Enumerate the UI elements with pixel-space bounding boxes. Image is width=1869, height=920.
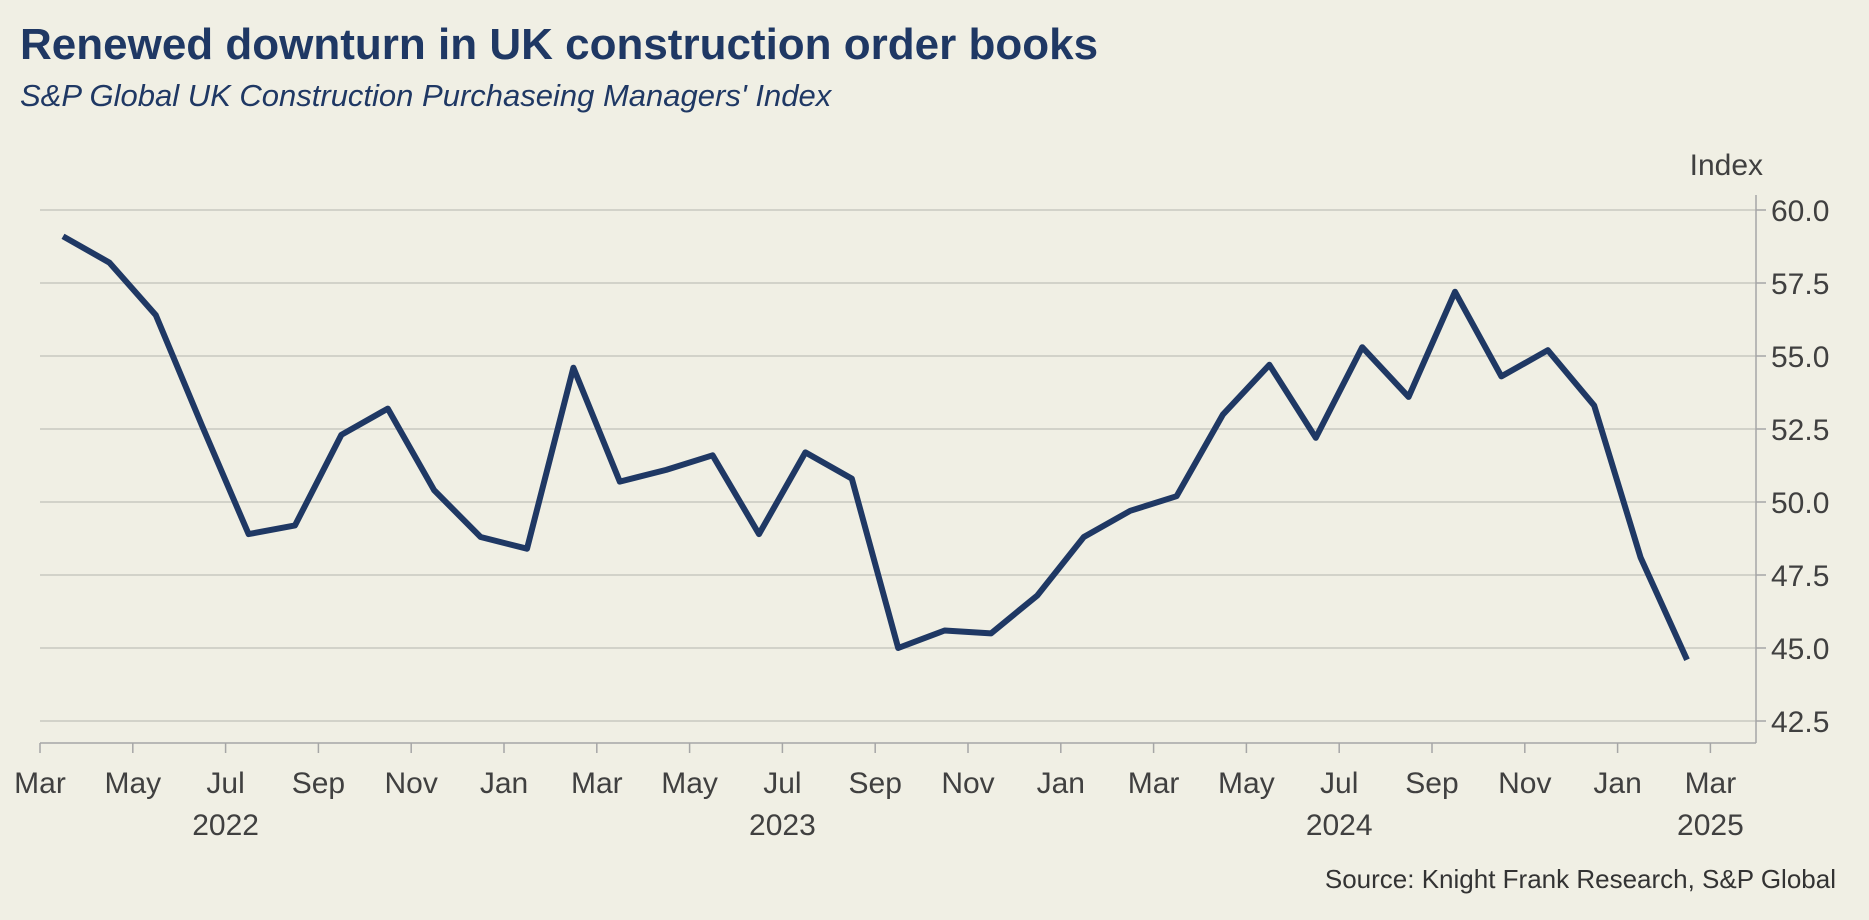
data-point [106, 260, 112, 266]
x-tick-label: Jan [1037, 767, 1085, 800]
data-point [1220, 411, 1226, 417]
data-point [942, 627, 948, 633]
data-point [1127, 508, 1133, 514]
x-year-label: 2025 [1677, 809, 1744, 842]
data-point [385, 406, 391, 412]
data-point [710, 452, 716, 458]
data-point [292, 522, 298, 528]
x-tick-label: Jan [480, 767, 528, 800]
data-point [1591, 403, 1597, 409]
data-point [756, 531, 762, 537]
data-point [1545, 347, 1551, 353]
y-tick-label: 50.0 [1771, 487, 1829, 520]
data-point [988, 630, 994, 636]
x-tick-label: Sep [1405, 767, 1458, 800]
x-tick-label: May [661, 767, 718, 800]
x-tick-label: Jul [206, 767, 244, 800]
x-tick-label: Nov [1498, 767, 1551, 800]
x-tick-label: May [104, 767, 161, 800]
data-point [1266, 362, 1272, 368]
data-point [1498, 373, 1504, 379]
data-point [1684, 657, 1690, 663]
y-tick-label: 60.0 [1771, 195, 1829, 228]
gridlines [40, 209, 1756, 722]
y-tick-label: 52.5 [1771, 414, 1829, 447]
data-point [524, 546, 530, 552]
x-year-label: 2022 [192, 809, 259, 842]
data-point [60, 233, 66, 239]
data-point [153, 312, 159, 318]
x-tick-label: Nov [385, 767, 438, 800]
series-layer [60, 233, 1690, 663]
x-year-label: 2024 [1306, 809, 1373, 842]
x-tick-label: Nov [941, 767, 994, 800]
x-tick-label: Mar [571, 767, 623, 800]
chart-subtitle: S&P Global UK Construction Purchaseing M… [20, 78, 832, 113]
y-axis-title: Index [1690, 149, 1763, 182]
data-point [1452, 289, 1458, 295]
data-point [478, 534, 484, 540]
series-line [61, 233, 1690, 661]
y-tick-label: 45.0 [1771, 633, 1829, 666]
data-point [895, 645, 901, 651]
data-point [1174, 493, 1180, 499]
source-note: Source: Knight Frank Research, S&P Globa… [1324, 864, 1836, 894]
data-point [802, 449, 808, 455]
x-tick-label: Mar [1685, 767, 1737, 800]
data-point [1313, 435, 1319, 441]
y-tick-label: 42.5 [1771, 706, 1829, 739]
x-tick-label: Mar [1128, 767, 1180, 800]
data-point [338, 432, 344, 438]
data-point [1081, 534, 1087, 540]
data-point [1359, 344, 1365, 350]
x-year-label: 2023 [749, 809, 816, 842]
chart-title: Renewed downturn in UK construction orde… [20, 20, 1099, 69]
data-point [617, 479, 623, 485]
x-tick-label: Jan [1593, 767, 1641, 800]
x-tick-label: Sep [292, 767, 345, 800]
data-point [199, 423, 205, 429]
data-point [1638, 554, 1644, 560]
x-tick-label: May [1218, 767, 1275, 800]
data-point [849, 476, 855, 482]
data-point [1406, 394, 1412, 400]
data-point [663, 467, 669, 473]
x-tick-label: Mar [14, 767, 66, 800]
data-point [1034, 592, 1040, 598]
x-tick-label: Jul [1320, 767, 1358, 800]
y-tick-label: 47.5 [1771, 560, 1829, 593]
data-point [431, 487, 437, 493]
y-tick-label: 57.5 [1771, 268, 1829, 301]
y-tick-label: 55.0 [1771, 341, 1829, 374]
x-tick-label: Jul [763, 767, 801, 800]
data-point [246, 531, 252, 537]
x-tick-label: Sep [849, 767, 902, 800]
data-point [570, 365, 576, 371]
